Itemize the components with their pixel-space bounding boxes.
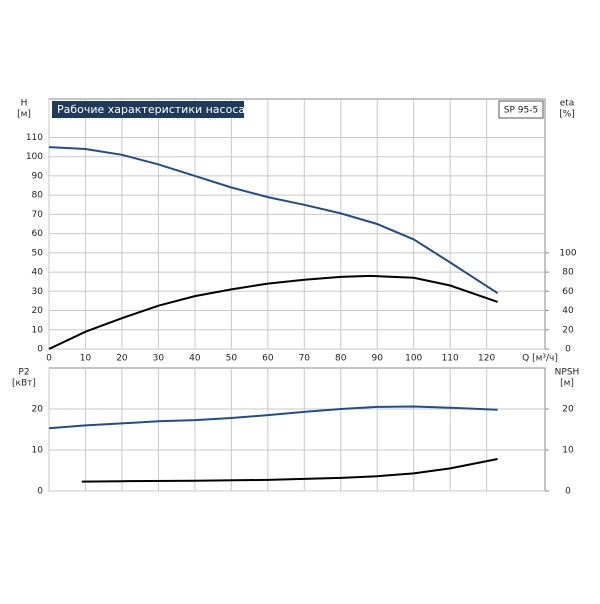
model-box bbox=[498, 100, 544, 119]
x-tick-label: 10 bbox=[80, 354, 92, 364]
x-axis-label: Q [м³/ч] bbox=[522, 354, 558, 364]
y-axis-label: P2 bbox=[18, 368, 29, 378]
x-tick-label: 40 bbox=[189, 354, 201, 364]
curve bbox=[48, 146, 499, 295]
y-axis-unit: [кВт] bbox=[12, 379, 36, 389]
curve bbox=[48, 274, 498, 350]
y2-tick-label: 80 bbox=[562, 268, 574, 278]
y2-tick-label: 20 bbox=[562, 325, 574, 335]
y-tick-label: 30 bbox=[32, 287, 44, 297]
y2-tick-label: 0 bbox=[565, 345, 571, 355]
x-tick-label: 70 bbox=[299, 354, 311, 364]
curve bbox=[48, 405, 498, 430]
y2-tick-label: 0 bbox=[565, 487, 571, 497]
y2-axis-unit: [м] bbox=[560, 379, 574, 389]
x-tick-label: 100 bbox=[405, 354, 422, 364]
x-tick-label: 80 bbox=[335, 354, 347, 364]
y-tick-label: 110 bbox=[26, 133, 43, 143]
x-tick-label: 60 bbox=[262, 354, 274, 364]
y2-tick-label: 20 bbox=[562, 405, 574, 415]
y-tick-label: 100 bbox=[26, 152, 43, 162]
y-axis-label: H bbox=[21, 99, 28, 109]
y-tick-label: 20 bbox=[32, 306, 44, 316]
y-tick-label: 70 bbox=[32, 210, 44, 220]
chart-title: Рабочие характеристики насоса bbox=[57, 103, 245, 116]
model-label: SP 95-5 bbox=[504, 106, 538, 116]
y2-tick-label: 60 bbox=[562, 287, 574, 297]
x-tick-label: 120 bbox=[478, 354, 495, 364]
x-tick-label: 0 bbox=[46, 354, 52, 364]
x-tick-label: 50 bbox=[226, 354, 238, 364]
y-tick-label: 10 bbox=[32, 446, 44, 456]
x-tick-label: 20 bbox=[116, 354, 128, 364]
y2-axis-unit: [%] bbox=[559, 110, 575, 120]
x-tick-label: 30 bbox=[153, 354, 165, 364]
y-tick-label: 10 bbox=[32, 325, 44, 335]
y-tick-label: 40 bbox=[32, 268, 44, 278]
y2-tick-label: 10 bbox=[562, 446, 574, 456]
plot-area bbox=[48, 98, 546, 350]
y-tick-label: 80 bbox=[32, 191, 44, 201]
y-tick-label: 0 bbox=[37, 345, 43, 355]
x-tick-label: 110 bbox=[442, 354, 459, 364]
y2-tick-label: 100 bbox=[559, 248, 576, 258]
y2-axis-label: NPSH bbox=[555, 368, 580, 378]
y-axis-unit: [м] bbox=[17, 110, 31, 120]
curve bbox=[81, 458, 498, 483]
title-box bbox=[52, 101, 244, 118]
x-tick-label: 90 bbox=[372, 354, 384, 364]
y2-axis-label: eta bbox=[560, 99, 575, 109]
y-tick-label: 60 bbox=[32, 229, 44, 239]
y-tick-label: 20 bbox=[32, 405, 44, 415]
plot-area bbox=[48, 367, 546, 492]
y-tick-label: 50 bbox=[32, 248, 44, 258]
y-tick-label: 0 bbox=[37, 487, 43, 497]
y-tick-label: 90 bbox=[32, 171, 44, 181]
y2-tick-label: 40 bbox=[562, 306, 574, 316]
